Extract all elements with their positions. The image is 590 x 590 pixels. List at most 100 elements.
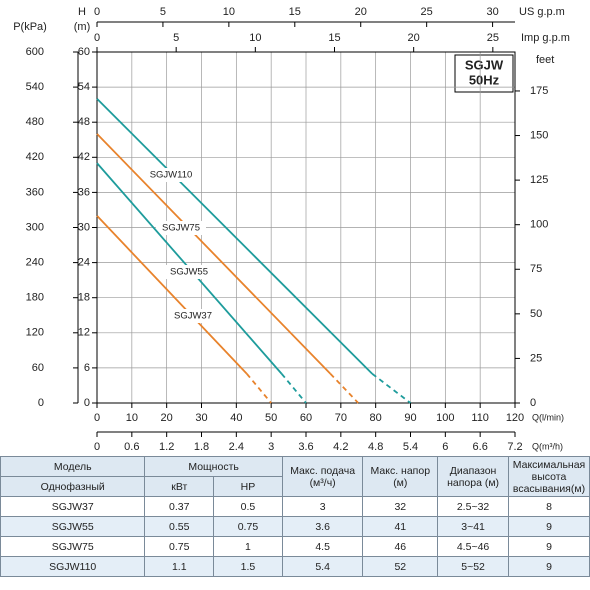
us-tick-label: 25	[421, 6, 433, 18]
p-tick-label: 0	[38, 397, 44, 409]
m3h-tick-label: 6.6	[473, 441, 488, 453]
spec-table: Модель Мощность Макс. подача (м³/ч) Макс…	[0, 456, 590, 577]
table-cell: SGJW55	[0, 516, 146, 537]
curve-dashed-end	[371, 373, 412, 404]
y-axis-unit: (m)	[74, 21, 91, 33]
table-cell: 0.75	[144, 536, 215, 557]
curve-label: SGJW37	[174, 311, 212, 322]
m3h-tick-label: 7.2	[507, 441, 522, 453]
p-tick-label: 480	[26, 116, 44, 128]
us-tick-label: 0	[94, 6, 100, 18]
subheader-cell: кВт	[144, 476, 215, 497]
imp-tick-label: 20	[408, 32, 420, 44]
y-tick-label: 42	[78, 151, 90, 163]
x-tick-label: 0	[94, 412, 100, 424]
legend-subtitle: 50Hz	[469, 72, 500, 87]
x-tick-label: 60	[300, 412, 312, 424]
table-cell: 1.1	[144, 556, 215, 577]
table-cell: 52	[362, 556, 439, 577]
table-cell: 3~41	[437, 516, 509, 537]
p-tick-label: 360	[26, 186, 44, 198]
table-cell: 5.4	[281, 556, 364, 577]
m3h-tick-label: 1.2	[159, 441, 174, 453]
y-tick-label: 48	[78, 116, 90, 128]
imp-tick-label: 5	[173, 32, 179, 44]
curve-label-bg	[168, 309, 218, 323]
y2-tick-label: 100	[530, 219, 548, 231]
y-tick-label: 12	[78, 327, 90, 339]
table-cell: 2.5~32	[437, 496, 509, 517]
table-row: SGJW75 0.75 1 4.5 46 4.5~46 9	[0, 536, 590, 557]
y-tick-label: 54	[78, 81, 90, 93]
table-row: SGJW110 1.1 1.5 5.4 52 5~52 9	[0, 556, 590, 577]
curve-dashed-end	[280, 373, 307, 404]
curve-dashed-end	[246, 373, 272, 404]
x-tick-label: 120	[506, 412, 524, 424]
m3h-tick-label: 1.8	[194, 441, 209, 453]
table-body: SGJW37 0.37 0.5 3 32 2.5~32 8 SGJW55 0.55 0.75 3.6…	[0, 496, 590, 577]
us-tick-label: 10	[223, 6, 235, 18]
table-cell: 4.5	[281, 536, 364, 557]
table-cell: 46	[362, 536, 439, 557]
p-axis-label: P(kPa)	[13, 21, 47, 33]
curve-label: SGJW55	[170, 267, 208, 278]
m3h-tick-label: 3	[268, 441, 274, 453]
table-cell: 3	[281, 496, 364, 517]
header-cell: Макс. напор (м)	[362, 456, 439, 497]
table-cell: 9	[507, 516, 590, 537]
x-tick-label: 50	[265, 412, 277, 424]
p-tick-label: 420	[26, 151, 44, 163]
table-cell: 0.5	[213, 496, 283, 517]
legend-title: SGJW	[465, 57, 504, 72]
imp-tick-label: 0	[94, 32, 100, 44]
x-axis-label: Q(l/min)	[532, 412, 564, 422]
y-tick-label: 30	[78, 221, 90, 233]
p-tick-label: 60	[32, 362, 44, 374]
imp-tick-label: 15	[328, 32, 340, 44]
p-tick-label: 240	[26, 257, 44, 269]
x-tick-label: 10	[126, 412, 138, 424]
y-axis-label: H	[78, 6, 86, 18]
m3h-tick-label: 4.8	[368, 441, 383, 453]
y2-tick-label: 150	[530, 129, 548, 141]
table-row: SGJW37 0.37 0.5 3 32 2.5~32 8	[0, 496, 590, 517]
table-row: SGJW55 0.55 0.75 3.6 41 3~41 9	[0, 516, 590, 537]
table-cell: 9	[507, 556, 590, 577]
table-cell: 0.75	[213, 516, 283, 537]
y2-tick-label: 0	[530, 397, 536, 409]
y2-tick-label: 125	[530, 174, 548, 186]
x-tick-label: 80	[370, 412, 382, 424]
table-cell: SGJW37	[0, 496, 146, 517]
m3h-tick-label: 0	[94, 441, 100, 453]
curve-label-bg	[164, 265, 214, 279]
y-tick-label: 6	[84, 362, 90, 374]
m3h-tick-label: 2.4	[229, 441, 244, 453]
x-tick-label: 70	[335, 412, 347, 424]
y2-tick-label: 75	[530, 263, 542, 275]
curve-label: SGJW110	[150, 170, 193, 181]
m3h-tick-label: 4.2	[333, 441, 348, 453]
x-tick-label: 110	[471, 412, 489, 424]
us-tick-label: 5	[160, 6, 166, 18]
subheader-cell: HP	[213, 476, 283, 497]
table-cell: 9	[507, 536, 590, 557]
x-tick-label: 90	[404, 412, 416, 424]
table-cell: 41	[362, 516, 439, 537]
header-cell: Модель	[0, 456, 146, 477]
p-tick-label: 540	[26, 81, 44, 93]
y2-tick-label: 175	[530, 85, 548, 97]
imp-tick-label: 10	[249, 32, 261, 44]
m3h-axis-label: Q(m³/h)	[532, 441, 563, 451]
table-cell: 5~52	[437, 556, 509, 577]
imp-axis-label: Imp g.p.m	[521, 32, 570, 44]
curve	[96, 133, 332, 375]
us-tick-label: 15	[289, 6, 301, 18]
table-cell: 3.6	[281, 516, 364, 537]
curve-label: SGJW75	[162, 223, 200, 234]
x-tick-label: 100	[436, 412, 454, 424]
curve	[96, 98, 373, 375]
header-cell: Диапазон напора (м)	[437, 456, 509, 497]
x-tick-label: 30	[195, 412, 207, 424]
x-tick-label: 40	[230, 412, 242, 424]
p-tick-label: 180	[26, 292, 44, 304]
